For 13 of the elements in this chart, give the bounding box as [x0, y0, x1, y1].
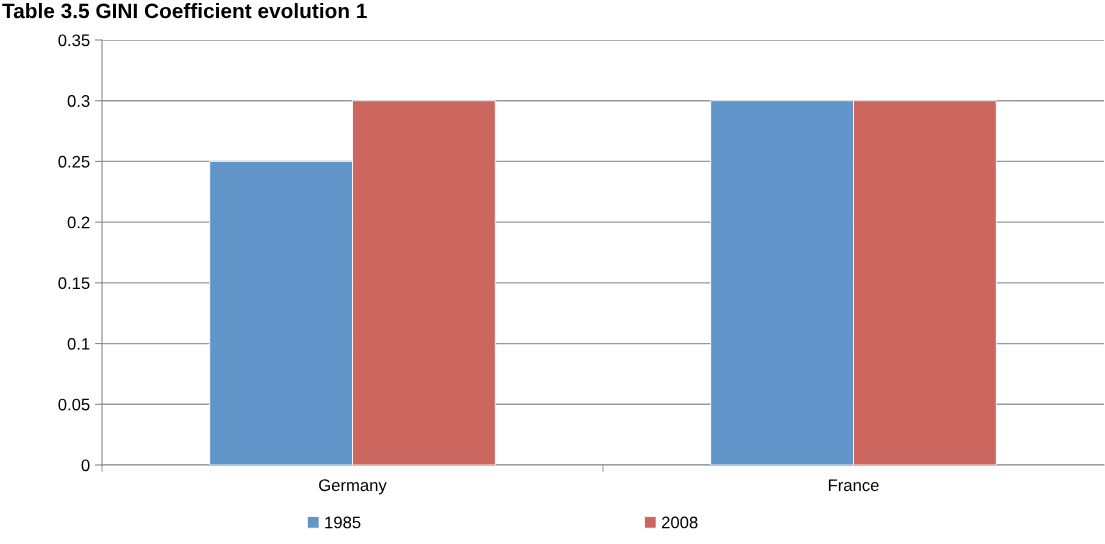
y-tick-label: 0.15	[58, 277, 90, 290]
y-tick-label: 0.05	[58, 398, 90, 411]
y-tick-label: 0.1	[67, 337, 90, 350]
x-tick-label: France	[828, 479, 879, 492]
y-tick-label: 0	[81, 459, 90, 472]
y-tick-label: 0.2	[67, 216, 90, 229]
y-tick-label: 0.35	[58, 34, 90, 47]
legend-label: 2008	[661, 516, 698, 529]
x-tick-label: Germany	[319, 479, 387, 495]
legend-label: 1985	[325, 516, 361, 529]
y-tick-label: 0.25	[58, 155, 90, 168]
chart-title: Table 3.5 GINI Coefficient evolution 1	[2, 3, 367, 19]
y-tick-label: 0.3	[67, 95, 90, 107]
